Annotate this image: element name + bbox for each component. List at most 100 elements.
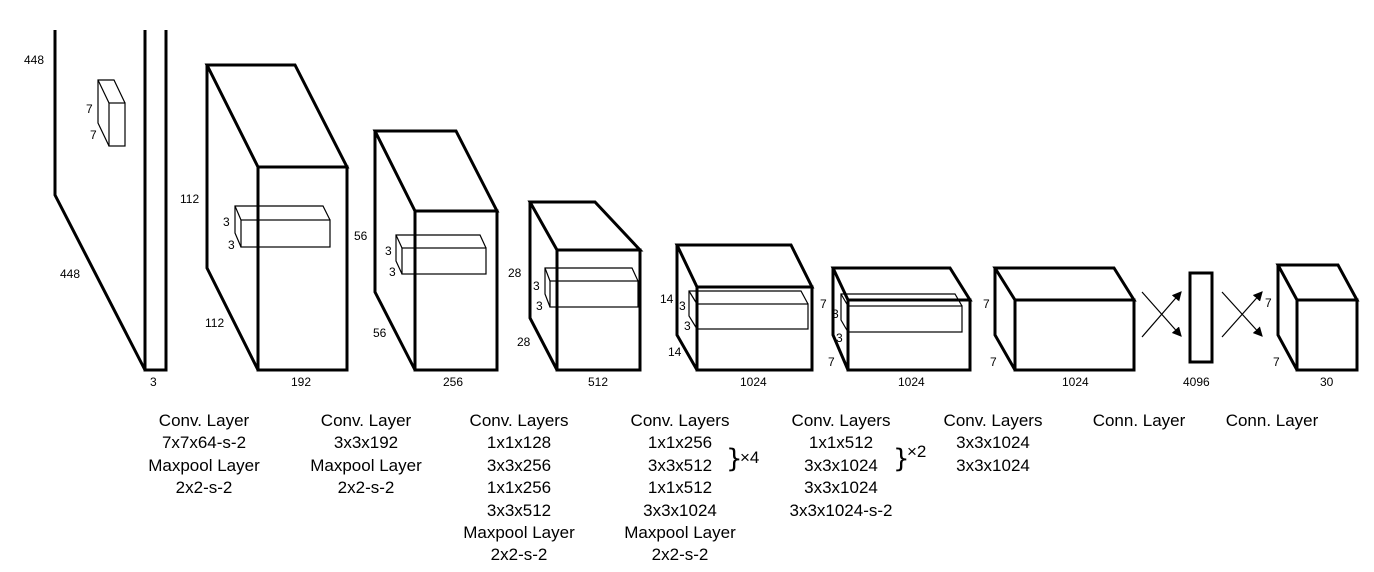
b2-kernel-w: 3	[228, 238, 235, 252]
kernel-2	[234, 205, 331, 248]
label-line: 1x1x256	[648, 433, 712, 452]
label-column-2: Conv. Layer 3x3x192 Maxpool Layer 2x2-s-…	[310, 411, 422, 497]
label-line: Conv. Layer	[159, 411, 250, 430]
label-column-7: Conn. Layer	[1093, 411, 1186, 430]
label-line: Maxpool Layer	[148, 456, 260, 475]
label-column-6: Conv. Layers 3x3x1024 3x3x1024	[944, 411, 1043, 475]
kernel-5	[688, 290, 809, 330]
label-line: 1x1x512	[648, 478, 712, 497]
label-line: Maxpool Layer	[624, 523, 736, 542]
b3-width-label: 56	[373, 326, 387, 340]
b5-kernel-w: 3	[684, 319, 691, 333]
input-slab	[143, 30, 168, 372]
label-line: Conn. Layer	[1226, 411, 1319, 430]
b6-depth-label: 1024	[898, 375, 925, 389]
conv-block-2: 112 112 192 3 3	[180, 63, 350, 389]
kernel-6	[840, 293, 963, 333]
b4-kernel-h: 3	[533, 279, 540, 293]
b6-height-label: 7	[820, 297, 827, 311]
b3-kernel-w: 3	[389, 265, 396, 279]
output-block: 7 7 30	[1265, 263, 1360, 389]
label-line: 2x2-s-2	[338, 478, 395, 497]
conv-block-7: 7 7 1024	[983, 266, 1137, 389]
repeat-count: ×4	[740, 448, 759, 467]
label-line: 1x1x256	[487, 478, 551, 497]
input-plane-edge	[53, 30, 147, 371]
label-line: Maxpool Layer	[310, 456, 422, 475]
label-line: Conv. Layers	[792, 411, 891, 430]
label-column-8: Conn. Layer	[1226, 411, 1319, 430]
layer-labels: Conv. Layer 7x7x64-s-2 Maxpool Layer 2x2…	[148, 411, 1318, 564]
label-line: 3x3x1024	[804, 478, 878, 497]
label-line: 3x3x256	[487, 456, 551, 475]
label-line: Conn. Layer	[1093, 411, 1186, 430]
b2-height-label: 112	[180, 192, 199, 206]
label-column-3: Conv. Layers 1x1x128 3x3x256 1x1x256 3x3…	[463, 411, 575, 564]
b5-height-label: 14	[660, 292, 674, 306]
out-height-label: 7	[1265, 296, 1272, 310]
b7-height-label: 7	[983, 297, 990, 311]
repeat-count: ×2	[907, 442, 926, 461]
label-line: Conv. Layers	[470, 411, 569, 430]
out-depth-label: 30	[1320, 375, 1334, 389]
repeat-brace-icon: }	[726, 444, 743, 474]
label-line: 3x3x1024	[643, 501, 717, 520]
repeat-brace-icon: }	[893, 444, 910, 474]
label-column-4: Conv. Layers 1x1x256 3x3x512 1x1x512 3x3…	[624, 411, 759, 564]
b5-kernel-h: 3	[679, 299, 686, 313]
label-line: Conv. Layers	[631, 411, 730, 430]
b3-kernel-h: 3	[385, 244, 392, 258]
label-line: 2x2-s-2	[176, 478, 233, 497]
b7-width-label: 7	[990, 355, 997, 369]
label-line: 1x1x512	[809, 433, 873, 452]
fully-connected-arrows-1	[1141, 291, 1182, 338]
conv-block-6: 7 7 1024 3 3	[820, 266, 973, 389]
label-line: Maxpool Layer	[463, 523, 575, 542]
label-line: 3x3x512	[648, 456, 712, 475]
b2-depth-label: 192	[291, 375, 311, 389]
b4-height-label: 28	[508, 266, 522, 280]
b4-width-label: 28	[517, 335, 531, 349]
input-block: 448 448 3 7 7	[24, 30, 168, 389]
b4-depth-label: 512	[588, 375, 608, 389]
label-line: 2x2-s-2	[491, 545, 548, 564]
b4-kernel-w: 3	[536, 299, 543, 313]
fc-layer-block: 4096	[1183, 271, 1214, 389]
conv-block-4: 28 28 512 3 3	[508, 200, 644, 389]
fully-connected-arrows-2	[1221, 291, 1263, 338]
b6-width-label: 7	[828, 355, 835, 369]
label-line: 3x3x512	[487, 501, 551, 520]
label-line: Conv. Layers	[944, 411, 1043, 430]
b3-depth-label: 256	[443, 375, 463, 389]
label-column-5: Conv. Layers 1x1x512 3x3x1024 3x3x1024 3…	[789, 411, 926, 520]
label-line: 7x7x64-s-2	[162, 433, 246, 452]
kernel-4	[544, 267, 639, 308]
b2-width-label: 112	[205, 316, 224, 330]
input-depth-label: 3	[150, 375, 157, 389]
label-line: 3x3x192	[334, 433, 398, 452]
input-height-label: 448	[24, 53, 44, 67]
label-column-1: Conv. Layer 7x7x64-s-2 Maxpool Layer 2x2…	[148, 411, 260, 497]
arrow-icon	[1221, 291, 1263, 338]
input-kernel-h-label: 7	[86, 102, 93, 116]
conv-block-5: 14 14 1024 3 3	[660, 243, 815, 389]
input-kernel-w-label: 7	[90, 128, 97, 142]
conv-block-3: 56 56 256 3 3	[354, 129, 500, 389]
fc-depth-label: 4096	[1183, 375, 1210, 389]
input-width-label: 448	[60, 267, 80, 281]
b2-kernel-h: 3	[223, 215, 230, 229]
b5-depth-label: 1024	[740, 375, 767, 389]
input-kernel	[97, 79, 126, 147]
kernel-3	[395, 234, 487, 275]
b6-kernel-w: 3	[836, 331, 843, 345]
label-line: 1x1x128	[487, 433, 551, 452]
b5-width-label: 14	[668, 345, 682, 359]
label-line: 3x3x1024	[956, 433, 1030, 452]
b7-depth-label: 1024	[1062, 375, 1089, 389]
b6-kernel-h: 3	[832, 307, 839, 321]
b3-height-label: 56	[354, 229, 368, 243]
label-line: 3x3x1024-s-2	[789, 501, 892, 520]
label-line: 3x3x1024	[804, 456, 878, 475]
label-line: 2x2-s-2	[652, 545, 709, 564]
out-width-label: 7	[1273, 355, 1280, 369]
